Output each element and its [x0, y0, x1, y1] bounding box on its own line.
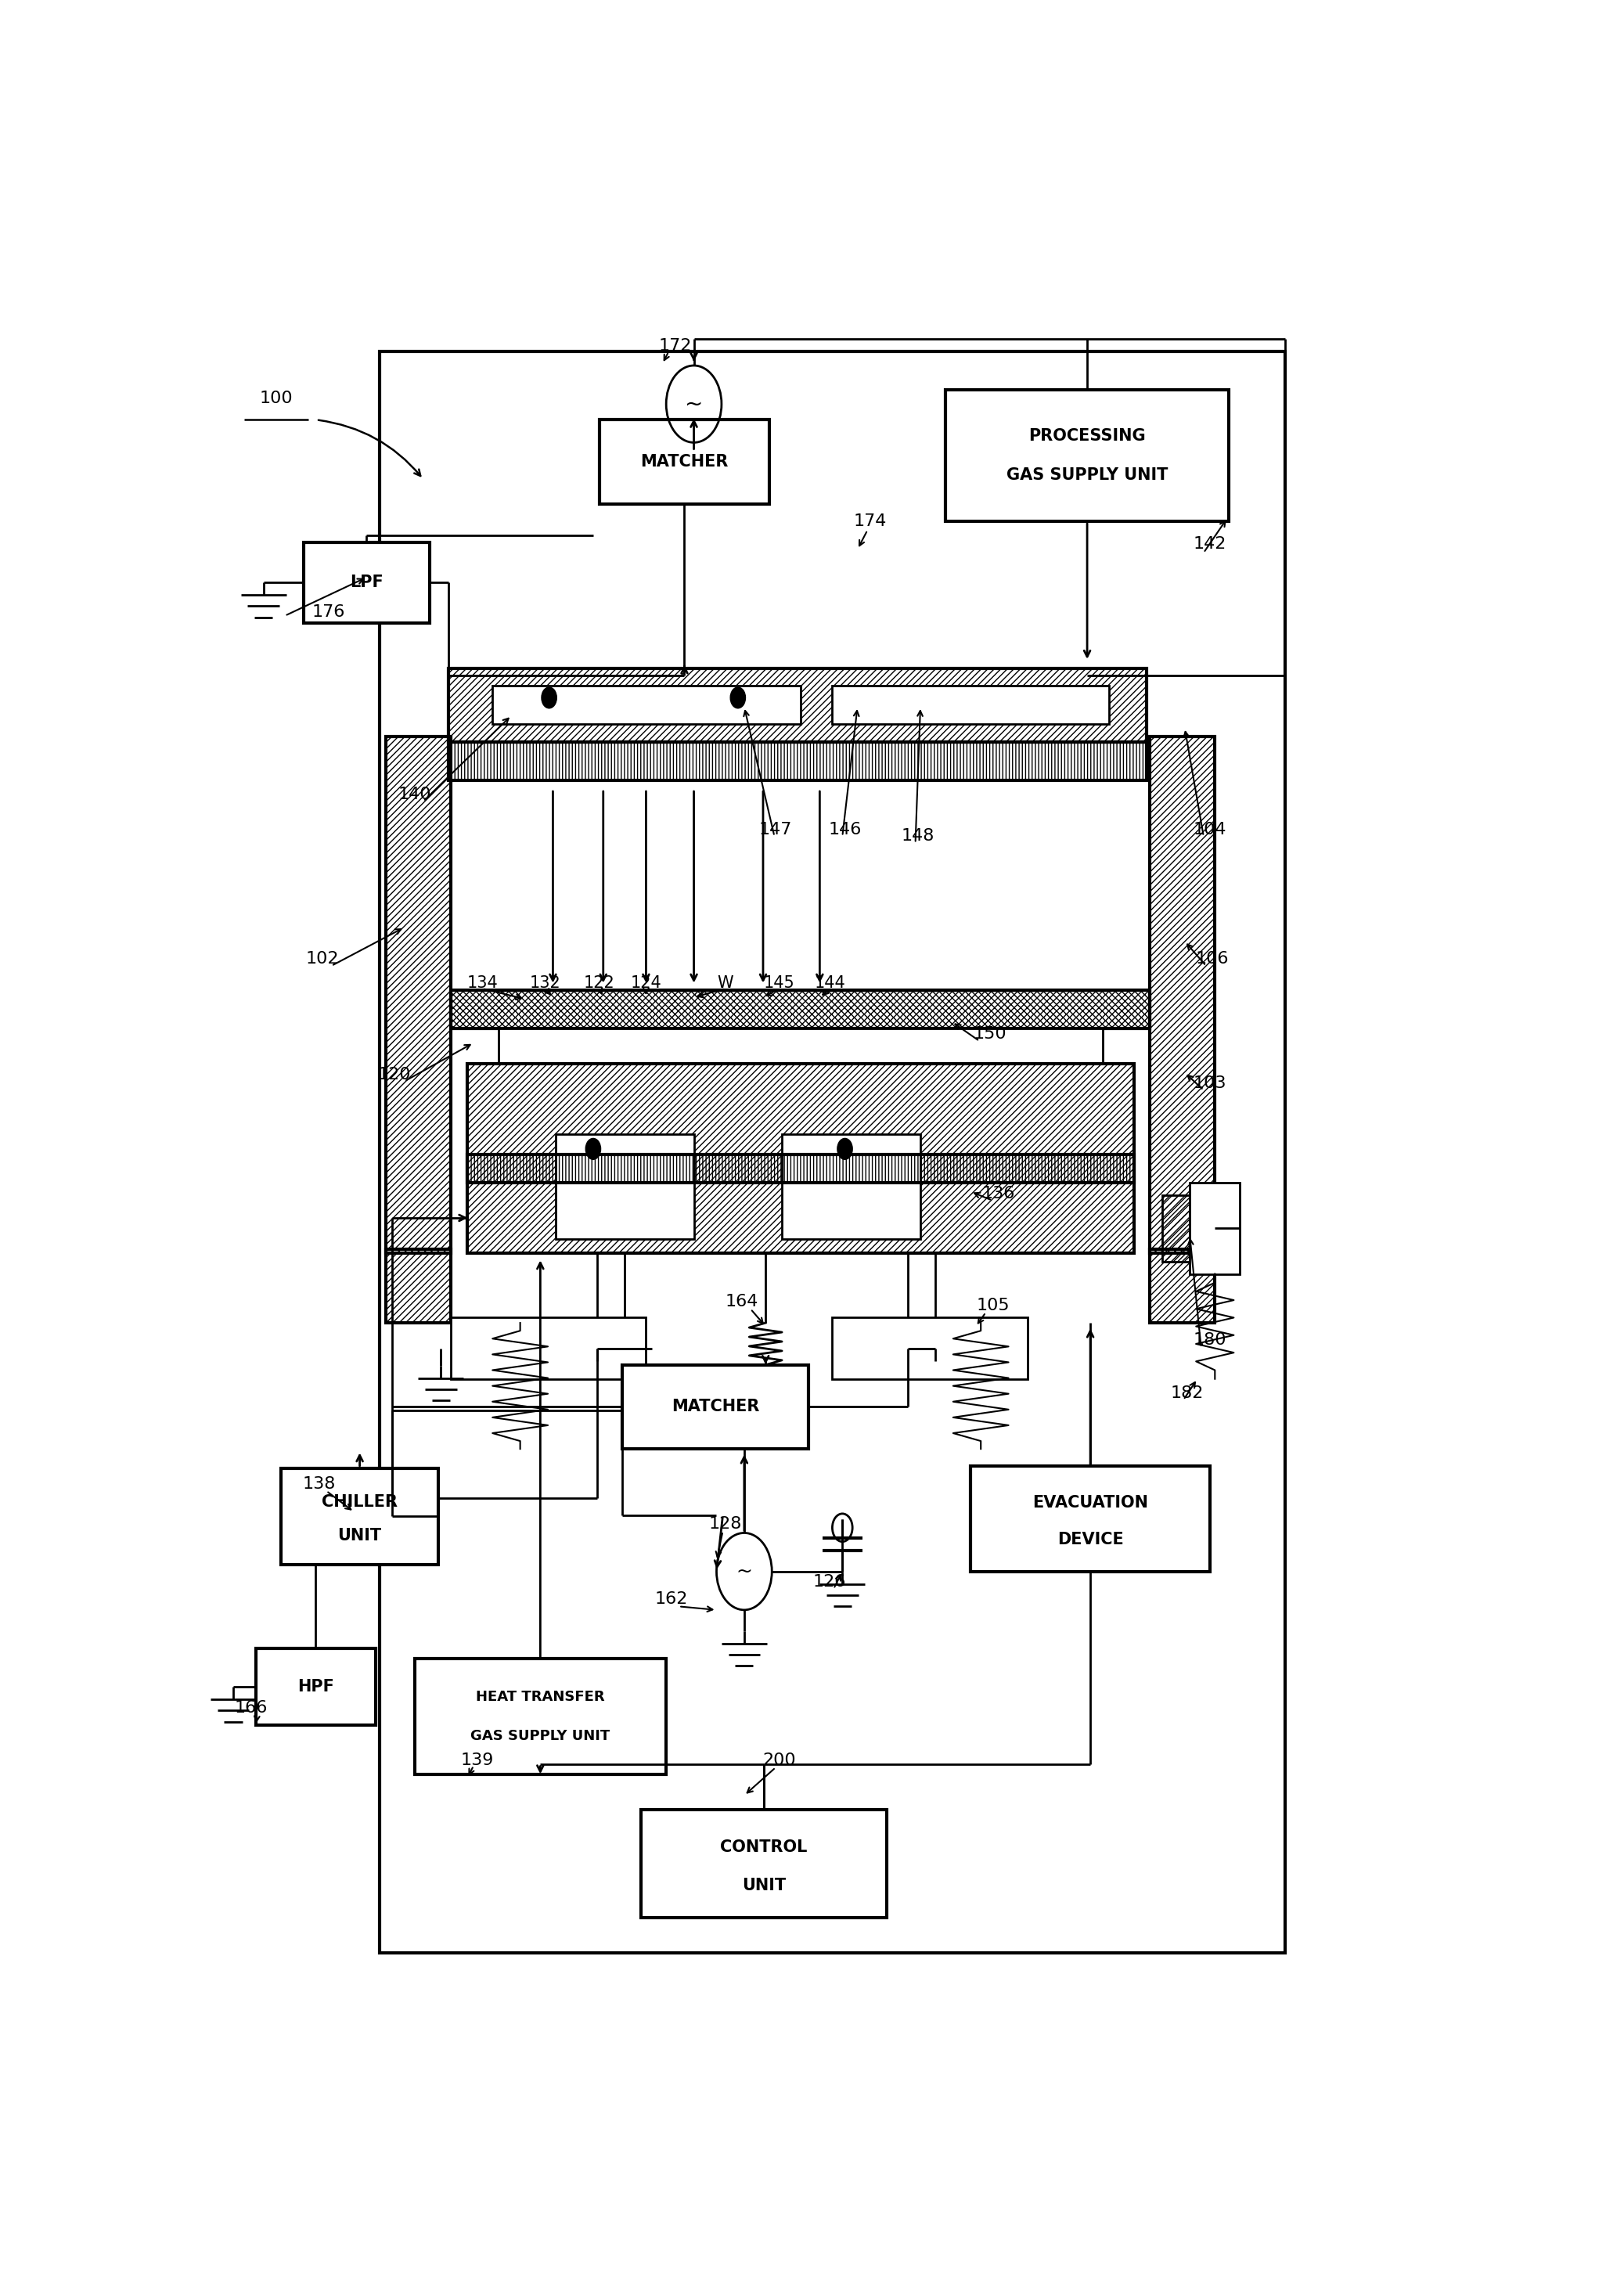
Bar [468, 1155, 1134, 1182]
Bar [945, 391, 1229, 521]
Text: 142: 142 [1194, 536, 1226, 552]
Text: 200: 200 [763, 1752, 796, 1768]
Text: GAS SUPPLY UNIT: GAS SUPPLY UNIT [1007, 468, 1168, 484]
Text: 122: 122 [585, 975, 615, 991]
Bar [783, 1134, 921, 1239]
Bar [451, 991, 1150, 1030]
Text: 147: 147 [758, 821, 793, 836]
Text: GAS SUPPLY UNIT: GAS SUPPLY UNIT [471, 1730, 611, 1743]
Text: 172: 172 [658, 339, 692, 355]
Text: 126: 126 [814, 1575, 846, 1589]
Bar [622, 1364, 809, 1448]
Text: 182: 182 [1171, 1384, 1203, 1400]
Bar [555, 1134, 693, 1239]
Text: ~: ~ [685, 393, 703, 416]
Text: MATCHER: MATCHER [671, 1400, 760, 1414]
Bar [414, 1659, 666, 1775]
Circle shape [731, 686, 745, 709]
Text: 132: 132 [529, 975, 560, 991]
Text: CONTROL: CONTROL [719, 1839, 807, 1855]
Text: 150: 150 [973, 1027, 1007, 1041]
Bar [385, 736, 451, 1252]
Bar [1190, 1182, 1241, 1273]
Text: 105: 105 [976, 1298, 1010, 1314]
Bar [451, 1318, 646, 1380]
Bar [380, 352, 1286, 1953]
Text: 138: 138 [302, 1475, 336, 1491]
Bar [281, 1468, 438, 1564]
Text: 136: 136 [983, 1187, 1015, 1200]
Bar [1150, 1250, 1215, 1323]
Bar [492, 686, 801, 725]
Text: 176: 176 [312, 605, 346, 621]
Text: 120: 120 [378, 1066, 411, 1082]
Text: 144: 144 [814, 975, 846, 991]
Bar [599, 421, 770, 505]
Bar [257, 1648, 375, 1725]
Text: MATCHER: MATCHER [640, 455, 729, 471]
Text: UNIT: UNIT [742, 1877, 786, 1893]
Text: HEAT TRANSFER: HEAT TRANSFER [476, 1691, 604, 1705]
Bar [641, 1809, 887, 1918]
Text: 140: 140 [398, 786, 430, 802]
Text: 102: 102 [305, 950, 339, 966]
Text: 146: 146 [828, 821, 861, 836]
Circle shape [586, 1139, 601, 1159]
Text: 145: 145 [763, 975, 796, 991]
Text: 124: 124 [630, 975, 661, 991]
Text: EVACUATION: EVACUATION [1033, 1496, 1148, 1512]
Text: 174: 174 [854, 514, 887, 530]
Text: 128: 128 [708, 1516, 742, 1532]
Text: DEVICE: DEVICE [1057, 1532, 1124, 1548]
Text: 148: 148 [901, 827, 934, 843]
Text: 134: 134 [466, 975, 499, 991]
Text: PROCESSING: PROCESSING [1028, 427, 1145, 443]
Text: UNIT: UNIT [338, 1527, 382, 1543]
Text: 166: 166 [234, 1700, 268, 1716]
Text: 104: 104 [1194, 821, 1226, 836]
Bar [304, 543, 429, 623]
Text: CHILLER: CHILLER [322, 1493, 398, 1509]
Text: 100: 100 [260, 391, 292, 407]
Bar [971, 1466, 1210, 1571]
Text: 103: 103 [1194, 1075, 1226, 1091]
Bar [448, 668, 1147, 741]
Bar [468, 1064, 1134, 1252]
Text: 106: 106 [1195, 950, 1229, 966]
Text: 180: 180 [1194, 1332, 1226, 1348]
Text: ~: ~ [736, 1562, 752, 1580]
Text: HPF: HPF [297, 1680, 335, 1696]
Bar [385, 1250, 451, 1323]
Circle shape [541, 686, 557, 709]
Text: 164: 164 [724, 1293, 758, 1309]
Bar [1150, 736, 1215, 1252]
Bar [448, 741, 1147, 780]
Bar [1163, 1196, 1190, 1262]
Circle shape [838, 1139, 853, 1159]
Bar [499, 1030, 1103, 1064]
Bar [831, 686, 1109, 725]
Text: 162: 162 [654, 1591, 689, 1607]
Bar [831, 1318, 1028, 1380]
Text: 139: 139 [461, 1752, 494, 1768]
Text: W: W [718, 975, 734, 991]
Text: LPF: LPF [349, 575, 383, 591]
